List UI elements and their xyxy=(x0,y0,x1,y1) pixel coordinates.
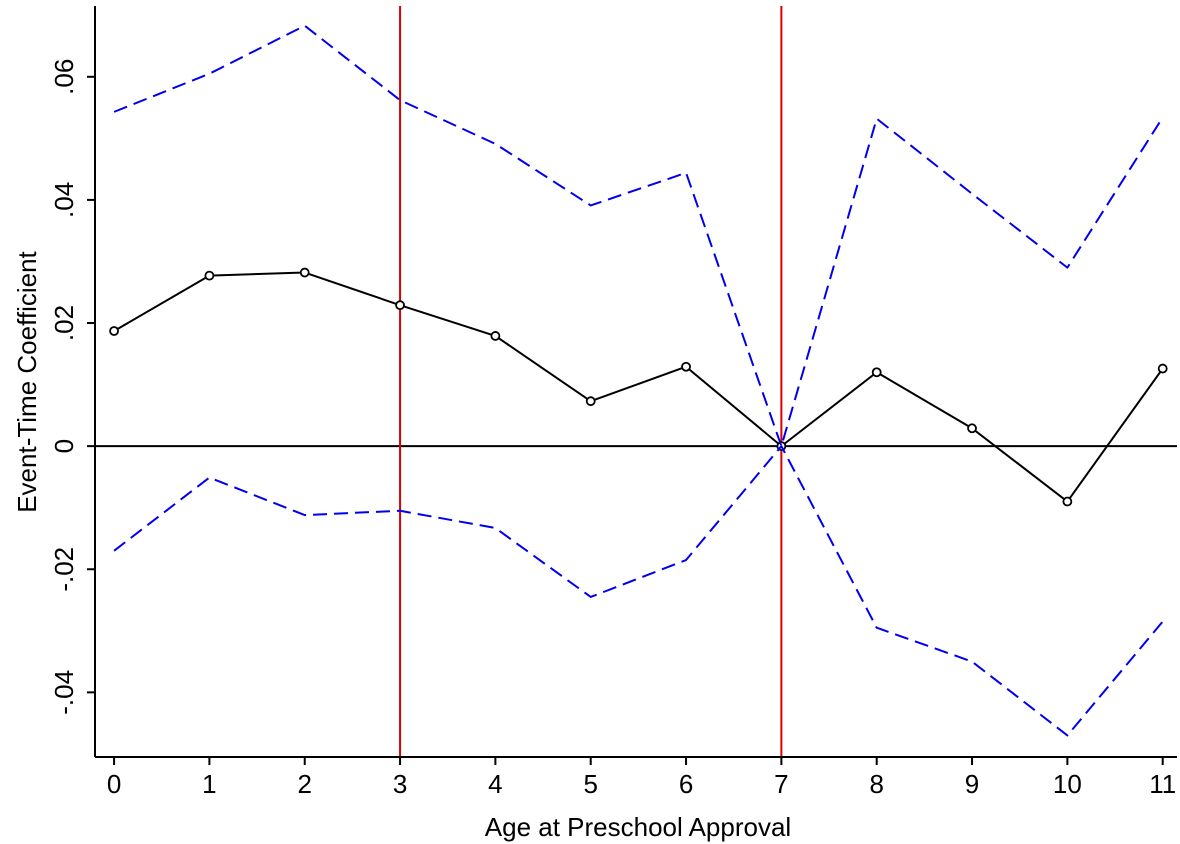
x-tick-label-5: 5 xyxy=(583,769,597,799)
estimate-point-11 xyxy=(1157,363,1168,374)
estimate-point-10 xyxy=(1062,496,1073,507)
lower-ci-line xyxy=(113,445,1164,737)
y-tick-label-1: -.02 xyxy=(49,547,79,592)
x-tick-label-8: 8 xyxy=(869,769,883,799)
estimate-point-9 xyxy=(967,423,977,434)
x-tick-label-7: 7 xyxy=(774,769,788,799)
series-layer xyxy=(109,24,1168,737)
estimate-line xyxy=(113,271,1164,503)
y-tick-label-4: .04 xyxy=(49,182,79,218)
estimate-point-5 xyxy=(585,396,596,407)
x-tick-label-0: 0 xyxy=(107,769,121,799)
estimate-point-2 xyxy=(299,267,310,278)
estimate-point-1 xyxy=(204,270,215,281)
y-tick-label-0: -.04 xyxy=(49,670,79,715)
y-tick-label-3: .02 xyxy=(49,305,79,341)
x-tick-label-10: 10 xyxy=(1053,769,1082,799)
estimate-point-0 xyxy=(109,326,119,336)
estimate-point-6 xyxy=(681,361,691,372)
x-axis-ticks: 0 1 2 3 4 5 6 7 8 9 10 11 xyxy=(107,757,1176,799)
y-axis-ticks: -.04 -.02 0 .02 .04 .06 xyxy=(49,59,95,715)
upper-ci-line xyxy=(113,24,1164,448)
y-tick-label-5: .06 xyxy=(49,59,79,95)
estimate-point-4 xyxy=(490,331,501,341)
y-tick-label-2: 0 xyxy=(49,439,79,453)
x-tick-label-6: 6 xyxy=(679,769,693,799)
x-tick-label-4: 4 xyxy=(488,769,502,799)
reference-lines xyxy=(95,6,1177,757)
x-axis-title: Age at Preschool Approval xyxy=(485,812,791,842)
estimate-point-8 xyxy=(871,367,882,378)
y-axis-title: Event-Time Coefficient xyxy=(12,250,42,512)
x-tick-label-3: 3 xyxy=(393,769,407,799)
x-tick-label-2: 2 xyxy=(297,769,311,799)
x-tick-label-9: 9 xyxy=(965,769,979,799)
estimate-point-3 xyxy=(395,300,405,311)
plot-frame xyxy=(94,6,1177,758)
x-tick-label-11: 11 xyxy=(1149,769,1176,799)
x-tick-label-1: 1 xyxy=(202,769,216,799)
